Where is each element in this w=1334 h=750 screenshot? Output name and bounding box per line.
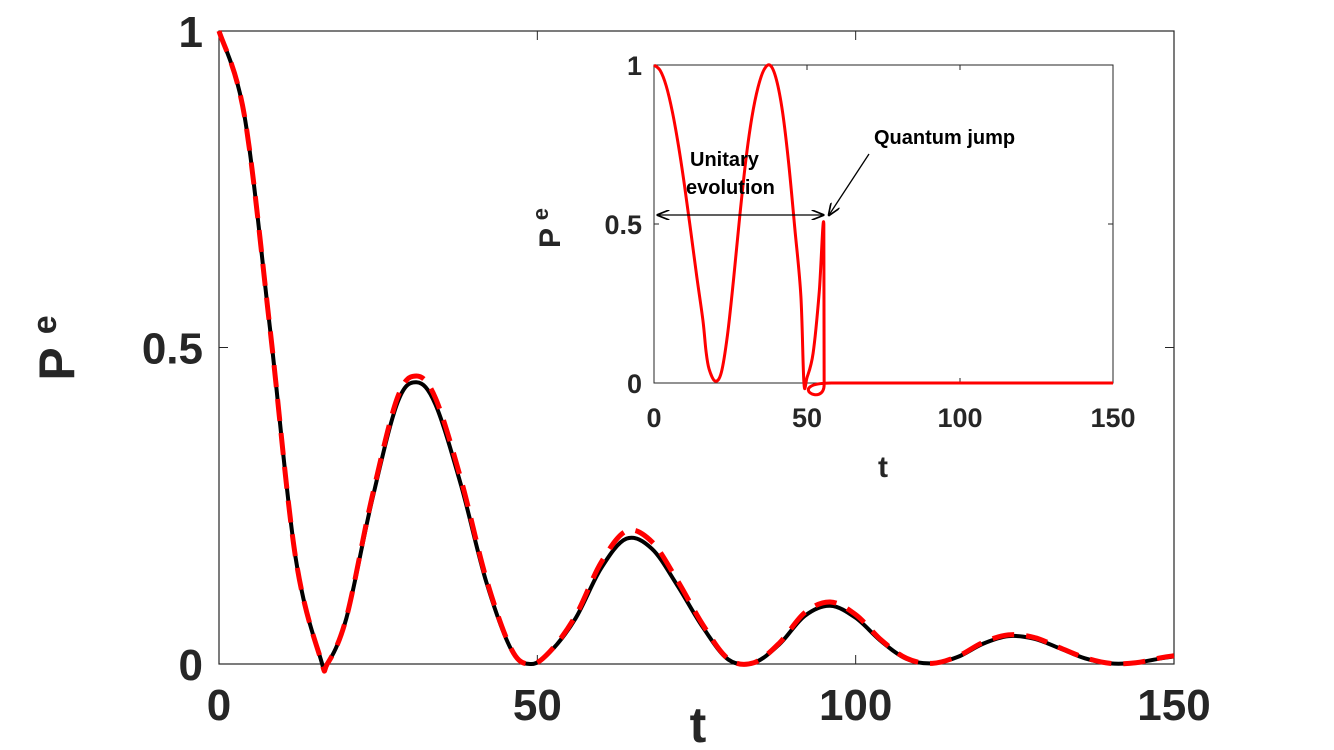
x-tick-label: 50 (792, 403, 822, 433)
main-y-axis-label: P e (26, 315, 85, 380)
x-tick-label: 150 (1137, 681, 1210, 730)
unitary-evolution-label-1: Unitary (690, 149, 760, 171)
x-tick-label: 100 (937, 403, 982, 433)
inset-tick-labels: 0 50 100 150 0 0.5 1 (604, 51, 1135, 433)
quantum-jump-arrow (829, 153, 870, 215)
inset-y-label-p: P (534, 229, 567, 248)
main-lines (216, 30, 1175, 674)
x-tick-label: 50 (513, 681, 562, 730)
y-tick-label: 0 (179, 641, 203, 690)
main-x-axis-label: t (690, 697, 707, 750)
x-tick-label: 150 (1090, 403, 1135, 433)
inset-plot: 0 50 100 150 0 0.5 1 t P e Unitary evolution Q… (528, 51, 1136, 484)
y-tick-label: 0 (627, 369, 642, 399)
unitary-evolution-label-2: evolution (686, 177, 775, 199)
main-y-label-sub: e (26, 315, 64, 334)
x-tick-label: 0 (207, 681, 231, 730)
x-tick-label: 0 (646, 403, 661, 433)
inset-x-axis-label: t (878, 451, 888, 484)
x-tick-label: 100 (819, 681, 892, 730)
inset-y-axis-label: P e (528, 208, 567, 248)
y-tick-label: 1 (179, 8, 203, 57)
series-line-1 (216, 30, 1175, 674)
quantum-jump-label: Quantum jump (874, 127, 1015, 149)
svg-text:P e: P e (528, 208, 567, 248)
inset-axes-box (653, 64, 1114, 384)
main-y-label-p: P (29, 348, 85, 380)
y-tick-label: 0.5 (142, 325, 203, 374)
svg-text:P e: P e (26, 315, 85, 380)
y-tick-label: 1 (627, 51, 642, 81)
inset-y-label-sub: e (528, 208, 553, 220)
y-tick-label: 0.5 (604, 210, 642, 240)
